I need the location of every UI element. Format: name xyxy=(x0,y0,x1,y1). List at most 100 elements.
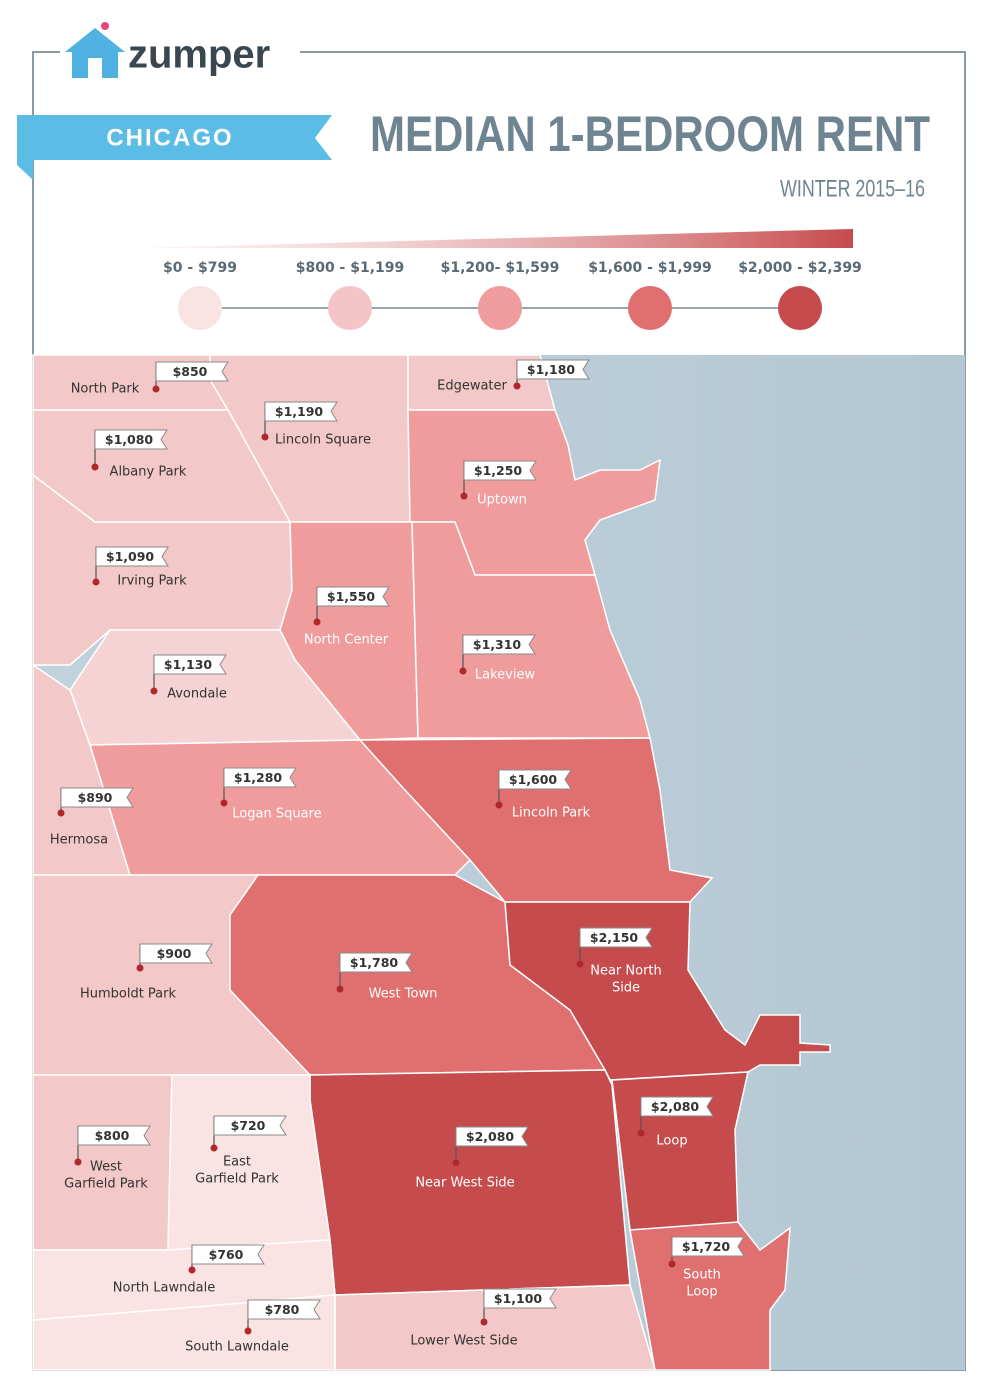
title: MEDIAN 1-BEDROOM RENT xyxy=(370,106,930,162)
rent-label: $1,130 xyxy=(164,657,213,672)
flag xyxy=(463,460,537,481)
flag xyxy=(462,634,536,655)
flag xyxy=(139,943,213,964)
neighborhood-name: Logan Square xyxy=(232,807,321,822)
neighborhood-name: Uptown xyxy=(477,493,527,508)
pin xyxy=(150,687,158,695)
flag xyxy=(516,359,590,380)
pin xyxy=(91,463,99,471)
neighborhood-name: Lower West Side xyxy=(410,1334,517,1349)
flag xyxy=(95,546,169,567)
rent-label: $720 xyxy=(231,1118,266,1133)
rent-label: $1,310 xyxy=(473,637,522,652)
neighborhood-name: North Center xyxy=(304,633,389,648)
legend-swatch xyxy=(778,286,822,330)
legend-label: $2,000 - $2,399 xyxy=(738,260,862,276)
flag xyxy=(671,1236,745,1257)
legend-swatch xyxy=(628,286,672,330)
pin xyxy=(637,1129,645,1137)
neighborhood-name: Hermosa xyxy=(50,833,108,848)
rent-label: $1,550 xyxy=(327,589,376,604)
neighborhood-name: Near North xyxy=(590,964,662,979)
area xyxy=(167,1074,331,1251)
rent-label: $1,250 xyxy=(474,463,523,478)
legend-label: $1,200- $1,599 xyxy=(441,260,560,276)
flag xyxy=(60,787,134,808)
neighborhood-name: Loop xyxy=(686,1285,717,1300)
pin xyxy=(480,1318,488,1326)
pin xyxy=(336,985,344,993)
pin xyxy=(92,578,100,586)
pin xyxy=(244,1327,252,1335)
rent-label: $1,780 xyxy=(350,955,399,970)
subtitle: WINTER 2015–16 xyxy=(780,175,925,202)
neighborhood-name: Humboldt Park xyxy=(80,987,177,1002)
rent-label: $890 xyxy=(78,790,113,805)
logo-icon xyxy=(65,22,125,78)
flag xyxy=(77,1125,151,1146)
area xyxy=(334,1284,657,1371)
neighborhood-name: West Town xyxy=(369,987,438,1002)
pin xyxy=(57,809,65,817)
pin xyxy=(188,1266,196,1274)
neighborhood-name: Lakeview xyxy=(475,668,536,683)
area xyxy=(629,1221,791,1371)
legend-swatch xyxy=(178,286,222,330)
legend-gradient xyxy=(140,229,853,248)
city-ribbon xyxy=(17,115,332,180)
flag xyxy=(264,401,338,422)
pin xyxy=(452,1159,460,1167)
legend-swatch xyxy=(328,286,372,330)
pin xyxy=(668,1260,676,1268)
city-label: CHICAGO xyxy=(106,124,233,151)
flag xyxy=(455,1126,529,1147)
area xyxy=(411,521,651,739)
pin xyxy=(210,1144,218,1152)
neighborhood-name: Albany Park xyxy=(110,465,187,480)
rent-label: $2,080 xyxy=(466,1129,515,1144)
neighborhood-name: West xyxy=(90,1160,122,1175)
legend-swatch xyxy=(478,286,522,330)
pin xyxy=(261,433,269,441)
neighborhood-name: North Park xyxy=(71,382,140,397)
flag xyxy=(155,361,229,382)
neighborhood-name: Irving Park xyxy=(117,574,187,589)
pin xyxy=(152,385,160,393)
pin xyxy=(313,618,321,626)
legend-label: $1,600 - $1,999 xyxy=(588,260,712,276)
flag xyxy=(640,1096,714,1117)
legend-label: $0 - $799 xyxy=(163,260,237,276)
map xyxy=(32,354,831,1371)
flag xyxy=(339,952,413,973)
neighborhood-name: East xyxy=(223,1155,251,1170)
flag xyxy=(191,1244,265,1265)
neighborhood-name: Loop xyxy=(656,1134,687,1149)
labels: $850 North Park $1,190 Lincoln Square $1,180… xyxy=(50,359,745,1355)
rent-label: $1,720 xyxy=(682,1239,731,1254)
neighborhood-name: Side xyxy=(612,981,640,996)
rent-label: $780 xyxy=(265,1302,300,1317)
neighborhood-name: Garfield Park xyxy=(195,1172,279,1187)
neighborhood-name: Garfield Park xyxy=(64,1177,148,1192)
pin xyxy=(220,799,228,807)
pin xyxy=(460,492,468,500)
rent-label: $1,090 xyxy=(106,549,155,564)
flag xyxy=(579,927,653,948)
neighborhood-name: South xyxy=(683,1268,721,1283)
neighborhood-name: Lincoln Square xyxy=(275,433,371,448)
pin xyxy=(136,964,144,972)
pin xyxy=(576,960,584,968)
neighborhood-name: South Lawndale xyxy=(185,1340,289,1355)
rent-label: $850 xyxy=(173,364,208,379)
flag xyxy=(316,586,390,607)
rent-label: $1,080 xyxy=(105,432,154,447)
rent-label: $1,190 xyxy=(275,404,324,419)
rent-label: $2,150 xyxy=(590,930,639,945)
rent-label: $1,600 xyxy=(509,772,558,787)
rent-label: $760 xyxy=(209,1247,244,1262)
flag xyxy=(213,1115,287,1136)
pin xyxy=(513,382,521,390)
flag xyxy=(153,654,227,675)
neighborhood-name: Lincoln Park xyxy=(512,806,591,821)
flag xyxy=(94,429,168,450)
